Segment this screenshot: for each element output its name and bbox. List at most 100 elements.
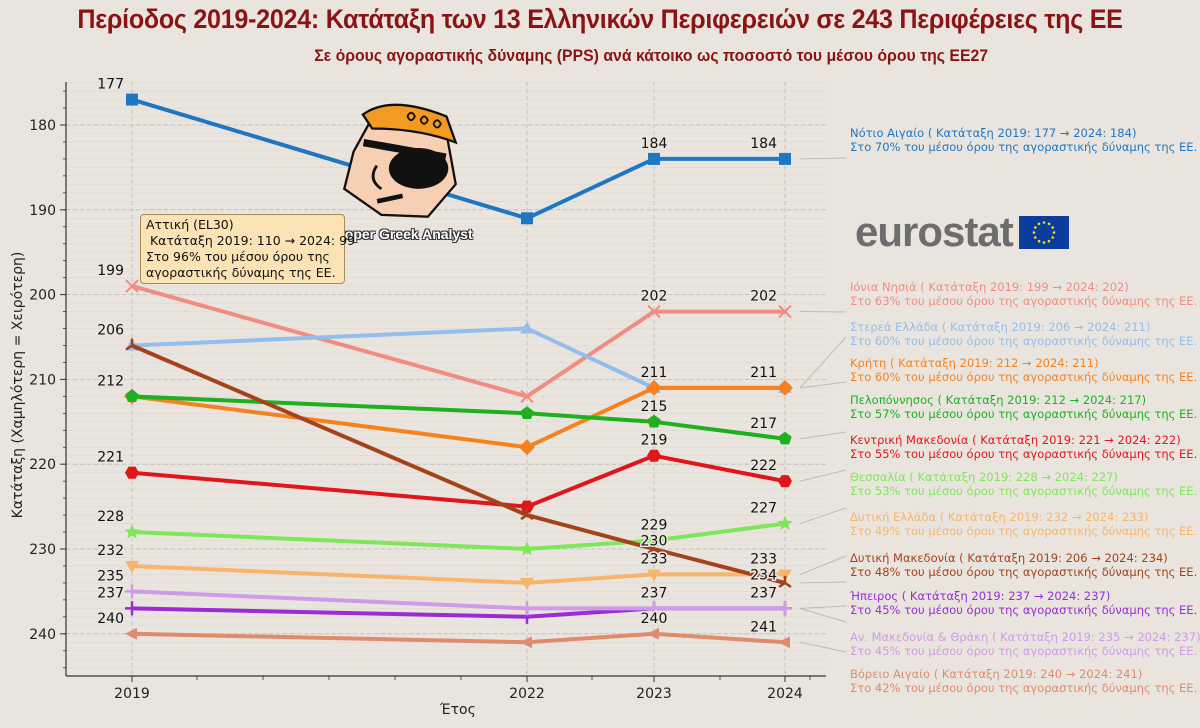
data-label: 219 xyxy=(641,433,668,449)
eu-star xyxy=(1047,239,1051,242)
data-label: 228 xyxy=(97,509,124,525)
legend-leader-line xyxy=(799,581,847,584)
data-point xyxy=(520,636,532,649)
legend-title: Νότιο Αιγαίο ( Κατάταξη 2019: 177 → 2024… xyxy=(850,126,1137,140)
legend-entry: Νότιο Αιγαίο ( Κατάταξη 2019: 177 → 2024… xyxy=(850,126,1197,154)
y-tick-label: 210 xyxy=(29,372,56,388)
data-point xyxy=(647,569,661,582)
legend-title: Πελοπόννησος ( Κατάταξη 2019: 212 → 2024… xyxy=(850,393,1147,407)
data-point xyxy=(778,431,792,445)
eu-star xyxy=(1032,230,1036,234)
eu-star xyxy=(1047,222,1051,225)
legend-entry: Στερεά Ελλάδα ( Κατάταξη 2019: 206 → 202… xyxy=(850,320,1197,348)
chart-title: Περίοδος 2019-2024: Κατάταξη των 13 Ελλη… xyxy=(77,4,1123,34)
legend-description: Στο 55% του μέσου όρου της αγοραστικής δ… xyxy=(850,447,1198,461)
data-point xyxy=(125,560,139,573)
y-tick-label: 200 xyxy=(29,288,56,304)
series-5 xyxy=(125,389,792,445)
data-point xyxy=(124,524,140,539)
data-label: 212 xyxy=(97,373,124,389)
eu-star xyxy=(1051,235,1054,239)
data-labels: 1771992062122212282322352372401842022112… xyxy=(96,75,779,637)
x-tick-label: 2024 xyxy=(767,686,803,702)
series-6 xyxy=(125,449,792,513)
data-point xyxy=(519,541,535,556)
mascot-label: Proper Greek Analyst xyxy=(330,226,473,242)
y-axis-label: Κατάταξη (Χαμηλότερη = Χειρότερη) xyxy=(10,252,26,519)
series-line xyxy=(131,631,786,645)
legend-title: Ιόνια Νησιά ( Κατάταξη 2019: 199 → 2024:… xyxy=(850,280,1129,294)
data-label: 211 xyxy=(641,365,668,381)
series-8 xyxy=(125,560,792,590)
legend-entry: Βόρειο Αιγαίο ( Κατάταξη 2019: 240 → 202… xyxy=(850,667,1197,695)
data-point xyxy=(520,577,534,590)
data-point xyxy=(125,466,139,479)
legend-leader-line xyxy=(799,555,847,575)
series-7 xyxy=(124,515,793,556)
series-line xyxy=(131,284,785,399)
data-label: 240 xyxy=(641,611,668,627)
data-point xyxy=(520,508,534,521)
annotation-line: αγοραστικής δύναμης της ΕΕ. xyxy=(146,265,336,280)
data-point xyxy=(125,627,137,640)
data-point xyxy=(126,93,138,106)
eurostat-logo: eurostat xyxy=(855,208,1069,255)
data-label: 237 xyxy=(750,585,777,601)
chart-subtitle: Σε όρους αγοραστικής δύναμης (PPS) ανά κ… xyxy=(314,46,989,65)
legend-description: Στο 60% του μέσου όρου της αγοραστικής δ… xyxy=(850,334,1198,348)
series-line xyxy=(131,385,785,450)
legend-title: Βόρειο Αιγαίο ( Κατάταξη 2019: 240 → 202… xyxy=(850,667,1143,681)
annotation-line: Αττική (EL30) xyxy=(146,217,234,232)
legend-title: Ήπειρος ( Κατάταξη 2019: 237 → 2024: 237… xyxy=(850,589,1111,603)
legend-title: Δυτική Ελλάδα ( Κατάταξη 2019: 232 → 202… xyxy=(850,510,1149,524)
data-point xyxy=(521,212,533,225)
legend-description: Στο 60% του μέσου όρου της αγοραστικής δ… xyxy=(850,370,1198,384)
data-point xyxy=(519,439,535,456)
legend-entry: Δυτική Μακεδονία ( Κατάταξη 2019: 206 → … xyxy=(850,551,1197,579)
data-label: 199 xyxy=(97,263,124,279)
data-point xyxy=(647,627,659,640)
axes: 180 190 200 210 220 230 240 2019 2022 2023 2024 xyxy=(29,82,826,702)
legend-entry: Αν. Μακεδονία & Θράκη ( Κατάταξη 2019: 2… xyxy=(850,630,1200,658)
legend-description: Στο 45% του μέσου όρου της αγοραστικής δ… xyxy=(850,603,1198,617)
data-label: 206 xyxy=(97,323,124,339)
mascot-image xyxy=(320,96,480,236)
series-line xyxy=(131,343,786,585)
series-11 xyxy=(125,584,792,616)
series-line xyxy=(131,564,785,585)
data-label: 234 xyxy=(750,567,777,583)
legend-leader-line xyxy=(799,507,847,525)
legend-leader-line xyxy=(799,469,847,482)
data-point xyxy=(648,152,660,165)
data-point xyxy=(520,389,534,404)
eu-flag-icon xyxy=(1018,215,1069,249)
eu-star xyxy=(1037,239,1041,242)
data-point xyxy=(520,500,534,513)
attiki-annotation: Αττική (EL30) Κατάταξη 2019: 110 → 2024:… xyxy=(140,214,355,284)
legend-title: Κρήτη ( Κατάταξη 2019: 212 → 2024: 211) xyxy=(850,356,1099,370)
data-point xyxy=(778,636,790,649)
data-label: 215 xyxy=(641,399,668,415)
data-label: 230 xyxy=(641,534,668,550)
data-point xyxy=(647,304,661,319)
eu-star xyxy=(1033,235,1037,239)
x-axis-label: Έτος xyxy=(439,702,476,718)
series-3 xyxy=(125,321,792,393)
series-line xyxy=(131,453,786,509)
data-label: 177 xyxy=(97,77,124,93)
eu-star xyxy=(1037,222,1041,225)
legend-title: Κεντρική Μακεδονία ( Κατάταξη 2019: 221 … xyxy=(850,433,1181,447)
data-point xyxy=(777,515,793,530)
legend-description: Στο 42% του μέσου όρου της αγοραστικής δ… xyxy=(850,681,1198,695)
annotation-line: Κατάταξη 2019: 110 → 2024: 99 xyxy=(146,233,355,248)
data-label: 184 xyxy=(750,136,777,152)
x-tick-label: 2019 xyxy=(114,686,150,702)
data-point xyxy=(777,379,793,396)
data-label: 202 xyxy=(641,289,668,305)
data-point xyxy=(778,475,792,488)
eurostat-wordmark: eurostat xyxy=(855,208,1014,255)
legend-description: Στο 63% του μέσου όρου της αγοραστικής δ… xyxy=(850,294,1198,308)
data-label: 221 xyxy=(97,450,124,466)
eu-star xyxy=(1033,225,1037,229)
legend-description: Στο 48% του μέσου όρου της αγοραστικής δ… xyxy=(850,565,1198,579)
